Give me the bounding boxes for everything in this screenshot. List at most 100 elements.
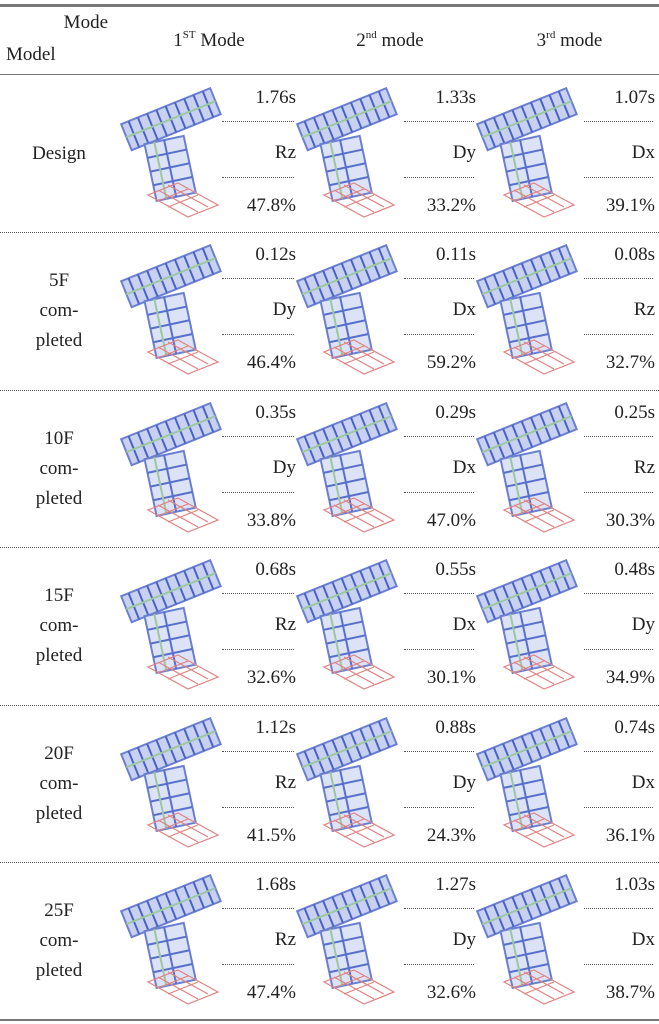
cell-divider — [584, 177, 653, 178]
period: 1.27s — [400, 874, 476, 896]
mode-shape-image — [474, 559, 584, 694]
direction: Dy — [400, 929, 476, 951]
direction: Dy — [400, 772, 476, 794]
cell-divider — [404, 278, 474, 279]
mass-ratio: 32.6% — [218, 667, 296, 689]
direction: Rz — [218, 142, 296, 164]
mode-shape-image — [294, 244, 404, 379]
cell-divider — [222, 492, 294, 493]
mode-shape-image — [294, 402, 404, 537]
mode-shape-image — [474, 87, 584, 222]
period: 0.74s — [580, 717, 655, 739]
mode-shape-image — [118, 559, 228, 694]
cell-divider — [222, 177, 294, 178]
cell-divider — [584, 751, 653, 752]
cell-divider — [222, 649, 294, 650]
cell-divider — [222, 278, 294, 279]
cell-divider — [404, 436, 474, 437]
period: 1.12s — [218, 717, 296, 739]
direction: Rz — [580, 299, 655, 321]
row-separator — [0, 390, 659, 391]
direction: Rz — [218, 614, 296, 636]
row-separator — [0, 232, 659, 233]
header-rule — [0, 74, 659, 75]
period: 1.33s — [400, 87, 476, 109]
direction: Dx — [400, 299, 476, 321]
cell-divider — [404, 807, 474, 808]
direction: Dy — [218, 299, 296, 321]
mode-header: 2nd mode — [300, 30, 480, 52]
model-label: Design — [0, 143, 118, 165]
cell-divider — [222, 593, 294, 594]
period: 0.35s — [218, 402, 296, 424]
direction: Dx — [400, 457, 476, 479]
mode-header: 3rd mode — [480, 30, 659, 52]
mode-number: 1 — [173, 30, 183, 51]
cell-divider — [404, 492, 474, 493]
mass-ratio: 34.9% — [580, 667, 655, 689]
model-label: com- — [0, 930, 118, 952]
direction: Rz — [218, 929, 296, 951]
cell-divider — [404, 751, 474, 752]
period: 0.48s — [580, 559, 655, 581]
direction: Dy — [580, 614, 655, 636]
cell-divider — [222, 908, 294, 909]
mass-ratio: 47.4% — [218, 982, 296, 1004]
model-label: pleted — [0, 803, 118, 825]
model-label: 15F — [0, 585, 118, 607]
cell-divider — [584, 593, 653, 594]
direction: Dy — [218, 457, 296, 479]
model-label: com- — [0, 615, 118, 637]
model-label: 25F — [0, 900, 118, 922]
model-label: 20F — [0, 743, 118, 765]
bottom-rule — [0, 1019, 659, 1021]
mass-ratio: 47.0% — [400, 510, 476, 532]
mass-ratio: 32.7% — [580, 352, 655, 374]
cell-divider — [222, 964, 294, 965]
period: 0.08s — [580, 244, 655, 266]
mode-shape-image — [474, 244, 584, 379]
mass-ratio: 30.3% — [580, 510, 655, 532]
top-rule — [0, 4, 659, 7]
mode-shape-image — [294, 559, 404, 694]
mode-suffix: nd — [366, 29, 377, 41]
direction: Dy — [400, 142, 476, 164]
cell-divider — [222, 121, 294, 122]
cell-divider — [404, 908, 474, 909]
cell-divider — [404, 649, 474, 650]
direction: Dx — [580, 142, 655, 164]
mode-shape-image — [294, 87, 404, 222]
cell-divider — [222, 751, 294, 752]
period: 1.76s — [218, 87, 296, 109]
mass-ratio: 33.2% — [400, 195, 476, 217]
direction: Dx — [580, 929, 655, 951]
cell-divider — [584, 649, 653, 650]
mode-shape-image — [294, 717, 404, 852]
cell-divider — [404, 593, 474, 594]
cell-divider — [404, 177, 474, 178]
cell-divider — [584, 121, 653, 122]
mode-suffix: ST — [183, 29, 196, 41]
period: 0.25s — [580, 402, 655, 424]
model-label: pleted — [0, 645, 118, 667]
period: 1.07s — [580, 87, 655, 109]
period: 0.11s — [400, 244, 476, 266]
row-separator — [0, 705, 659, 706]
cell-divider — [584, 908, 653, 909]
mass-ratio: 59.2% — [400, 352, 476, 374]
mass-ratio: 47.8% — [218, 195, 296, 217]
mode-shape-image — [294, 874, 404, 1009]
mode-shape-image — [474, 402, 584, 537]
page: ModeModel1ST Mode2nd mode3rd modeDesign1… — [0, 0, 659, 1024]
cell-divider — [404, 964, 474, 965]
period: 0.88s — [400, 717, 476, 739]
mass-ratio: 33.8% — [218, 510, 296, 532]
period: 1.03s — [580, 874, 655, 896]
mass-ratio: 24.3% — [400, 825, 476, 847]
row-separator — [0, 862, 659, 863]
cell-divider — [584, 278, 653, 279]
mass-ratio: 30.1% — [400, 667, 476, 689]
corner-model: Model — [6, 44, 56, 66]
mode-word: mode — [382, 30, 424, 51]
model-label: pleted — [0, 330, 118, 352]
